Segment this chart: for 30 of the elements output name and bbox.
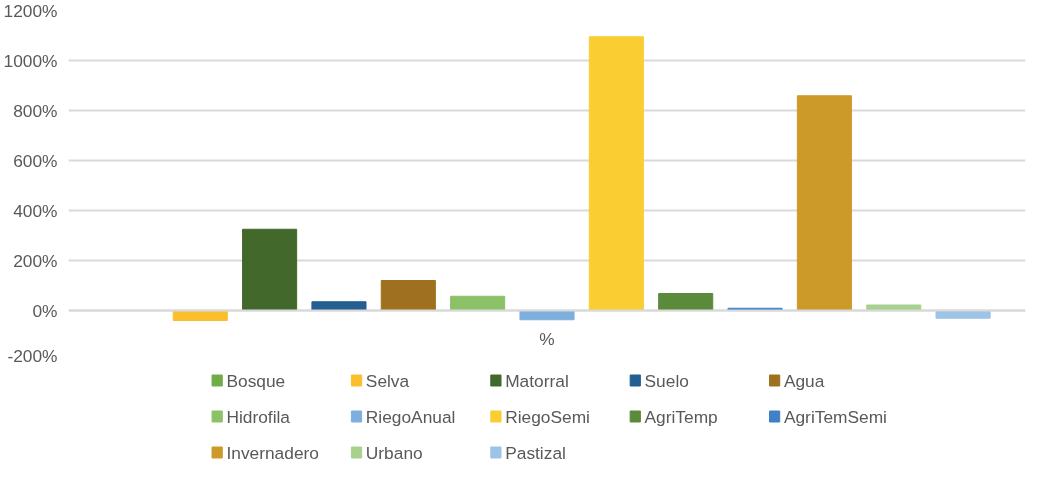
legend-label: AgriTemSemi [783,406,887,427]
bar [866,304,922,311]
bar [380,280,436,311]
bar [796,95,852,311]
legend-label: Matorral [505,370,569,391]
y-tick-label: 800% [13,100,58,121]
legend-label: Pastizal [505,442,566,463]
y-tick-label: 1200% [3,0,58,21]
bar [311,301,367,311]
legend-label: Suelo [644,370,689,391]
x-tick-label: % [539,328,555,349]
y-tick-label: 200% [13,250,58,271]
legend-label: Bosque [226,370,286,391]
legend-label: RiegoAnual [365,406,456,427]
legend-label: Urbano [365,442,423,463]
legend-label: Invernadero [226,442,319,463]
bar [658,293,714,311]
bar [588,36,644,311]
legend-label: Hidrofila [226,406,291,427]
y-tick-label: -200% [7,345,58,366]
y-tick-label: 400% [13,200,58,221]
legend-label: Selva [365,370,410,391]
y-tick-label: 600% [13,150,58,171]
bar [450,295,506,311]
y-tick-label: 1000% [3,50,58,71]
legend-label: Agua [783,370,825,391]
legend-label: AgriTemp [644,406,718,427]
y-tick-label: 0% [32,300,58,321]
bar [242,228,298,311]
legend-label: RiegoSemi [505,406,590,427]
